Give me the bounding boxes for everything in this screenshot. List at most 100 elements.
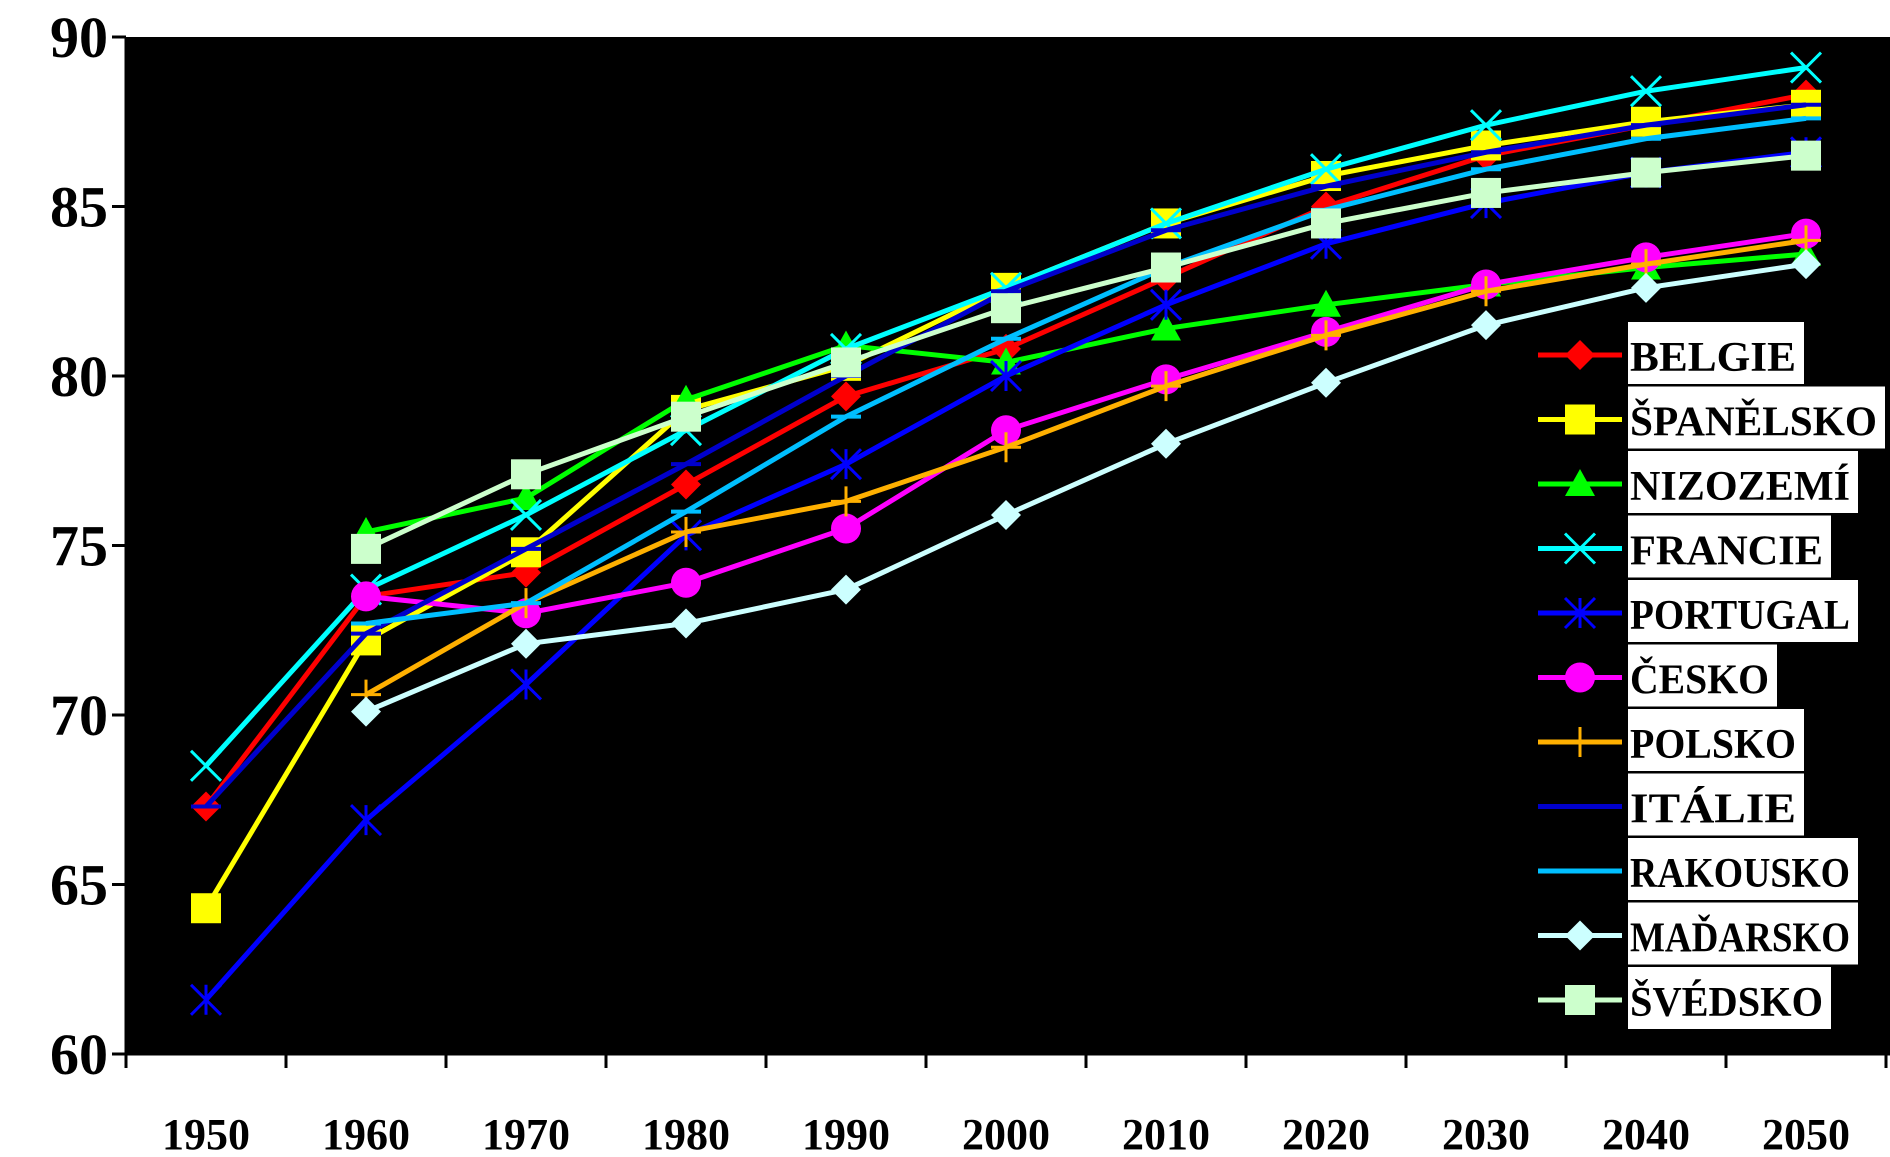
series-line: [364, 237, 1807, 697]
legend-item: ITÁLIE: [1538, 773, 1804, 836]
data-point: [1309, 153, 1343, 186]
data-point: [1789, 51, 1823, 84]
legend-label-bg: [1628, 838, 1858, 900]
legend-item: FRANCIE: [1538, 515, 1831, 578]
legend-item: NIZOZEMÍ: [1538, 451, 1858, 513]
data-point: [351, 581, 381, 612]
data-point: [1565, 727, 1595, 757]
legend-label: ŠPANĚLSKO: [1630, 398, 1877, 446]
y-axis-ticks: 60 65 70 75 80 85 90: [50, 5, 126, 1087]
legend-label: FRANCIE: [1630, 529, 1823, 575]
data-point: [509, 498, 543, 532]
data-point: [1565, 985, 1595, 1015]
data-point: [671, 469, 701, 500]
data-point: [991, 432, 1021, 463]
x-tick-label: 2000: [962, 1110, 1050, 1157]
data-point: [511, 628, 541, 659]
legend-label-bg: [1628, 451, 1858, 513]
x-tick-label: 1990: [802, 1110, 890, 1157]
data-point: [1631, 157, 1661, 188]
legend-label: NIZOZEMÍ: [1630, 463, 1850, 510]
data-point: [829, 448, 863, 481]
legend: BELGIE ŠPANĚLSKO NIZOZEMÍ FRANCIE PORTUGAL ČE…: [1538, 322, 1885, 1029]
legend-item: MAĎARSKO: [1538, 902, 1858, 965]
data-point: [831, 381, 861, 412]
series-maďarsko: [351, 249, 1821, 727]
data-point: [989, 359, 1023, 393]
legend-label-bg: [1628, 644, 1777, 707]
y-tick-label: 60: [50, 1022, 108, 1087]
legend-label: RAKOUSKO: [1630, 851, 1850, 897]
data-point: [511, 483, 541, 511]
data-point: [1565, 469, 1595, 496]
data-point: [1565, 662, 1595, 693]
data-point: [1471, 276, 1501, 307]
data-point: [349, 804, 383, 837]
legend-item: ČESKO: [1538, 644, 1777, 707]
legend-label: MAĎARSKO: [1630, 915, 1850, 962]
data-point: [1565, 920, 1595, 951]
data-point: [991, 499, 1021, 530]
x-tick-label: 1970: [482, 1110, 570, 1157]
data-point: [1151, 252, 1181, 283]
legend-label: BELGIE: [1630, 335, 1796, 381]
x-axis-ticks: 1950 1960 1970 1980 1990 2000 2010 2020 2030 2040…: [124, 1054, 1888, 1157]
data-point: [1151, 313, 1181, 341]
data-point: [189, 983, 223, 1016]
plot-area: [126, 37, 1890, 1054]
series-layer: [189, 51, 1823, 1016]
x-tick-label: 1980: [642, 1110, 730, 1157]
data-point: [671, 608, 701, 639]
x-tick-label: 2050: [1762, 1110, 1850, 1157]
legend-label-bg: [1628, 709, 1804, 771]
data-point: [671, 401, 701, 432]
legend-label-bg: [1628, 386, 1885, 449]
y-tick-label: 70: [50, 683, 108, 748]
data-point: [1631, 272, 1661, 303]
legend-label-bg: [1628, 322, 1804, 384]
legend-label: PORTUGAL: [1630, 593, 1850, 639]
data-point: [1311, 289, 1341, 317]
x-tick-label: 1960: [322, 1110, 410, 1157]
legend-label-bg: [1628, 515, 1831, 578]
legend-label-bg: [1628, 773, 1804, 836]
data-point: [1563, 596, 1597, 630]
legend-label: ITÁLIE: [1630, 786, 1796, 833]
series-line: [365, 231, 1807, 616]
legend-item: BELGIE: [1538, 322, 1804, 384]
legend-item: ŠPANĚLSKO: [1538, 386, 1885, 449]
data-point: [1151, 371, 1181, 402]
y-tick-label: 65: [50, 853, 108, 918]
data-point: [671, 567, 701, 598]
series-švédsko: [351, 140, 1821, 564]
legend-label-bg: [1628, 580, 1858, 642]
data-point: [509, 668, 543, 701]
series-line: [365, 115, 1807, 626]
series-line: [365, 261, 1807, 714]
data-point: [831, 513, 861, 544]
x-tick-label: 2040: [1602, 1110, 1690, 1157]
legend-label-bg: [1628, 902, 1858, 965]
data-point: [1471, 177, 1501, 208]
data-point: [1151, 428, 1181, 459]
legend-label: ŠVÉDSKO: [1630, 978, 1823, 1026]
data-point: [991, 415, 1021, 446]
y-tick-label: 90: [50, 5, 108, 70]
y-tick-label: 80: [50, 344, 108, 409]
data-point: [189, 749, 223, 782]
y-tick-label: 85: [50, 175, 108, 240]
legend-label-bg: [1628, 967, 1831, 1029]
legend-label: POLSKO: [1630, 722, 1796, 768]
legend-item: ŠVÉDSKO: [1538, 967, 1831, 1029]
data-point: [191, 893, 221, 924]
data-point: [991, 293, 1021, 324]
data-point: [831, 347, 861, 378]
legend-item: POLSKO: [1538, 709, 1804, 771]
data-point: [1469, 109, 1503, 142]
data-point: [671, 516, 701, 547]
data-point: [1565, 340, 1595, 370]
data-point: [1565, 404, 1595, 435]
data-point: [511, 459, 541, 490]
legend-item: RAKOUSKO: [1538, 838, 1858, 900]
